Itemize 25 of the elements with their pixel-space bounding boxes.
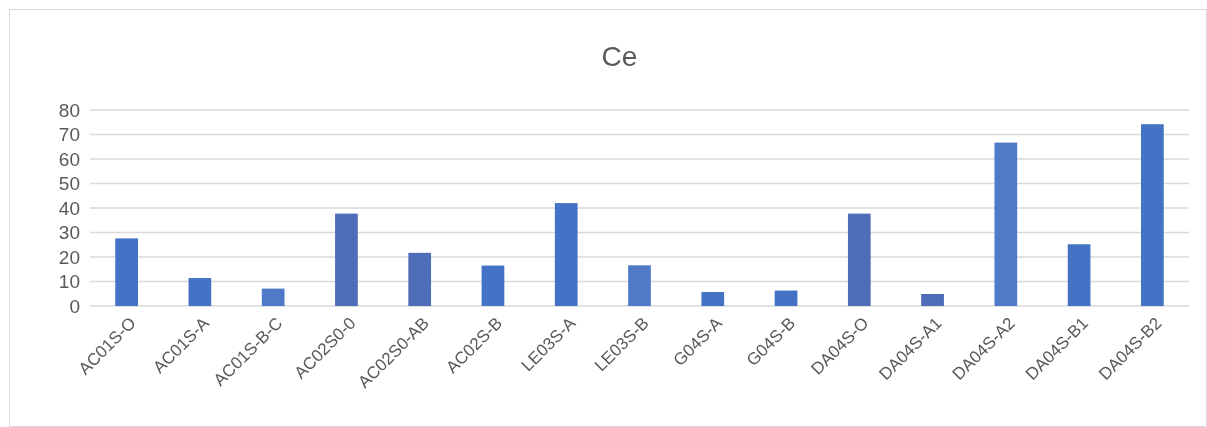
y-tick-label: 60	[58, 148, 80, 170]
bar	[115, 238, 138, 306]
y-tick-label: 10	[58, 271, 80, 293]
bar	[408, 252, 432, 306]
bar	[261, 288, 285, 306]
bar	[1067, 244, 1091, 306]
chart-title: Ce	[601, 41, 638, 72]
y-tick-label: 0	[69, 295, 80, 317]
y-tick-label: 50	[58, 173, 80, 195]
y-tick-label: 80	[58, 99, 80, 121]
y-tick-label: 30	[58, 222, 80, 244]
bar	[188, 278, 212, 306]
bar	[994, 142, 1018, 306]
bar	[628, 265, 651, 306]
bar	[921, 294, 944, 306]
y-tick-label: 70	[58, 124, 80, 146]
bar	[1141, 124, 1164, 306]
bar	[847, 213, 871, 306]
bar	[335, 213, 358, 306]
bar	[701, 292, 725, 306]
y-tick-label: 40	[58, 197, 80, 219]
bar	[554, 203, 578, 306]
y-tick-label: 20	[58, 246, 80, 268]
bar	[774, 290, 798, 306]
bar	[481, 265, 505, 306]
